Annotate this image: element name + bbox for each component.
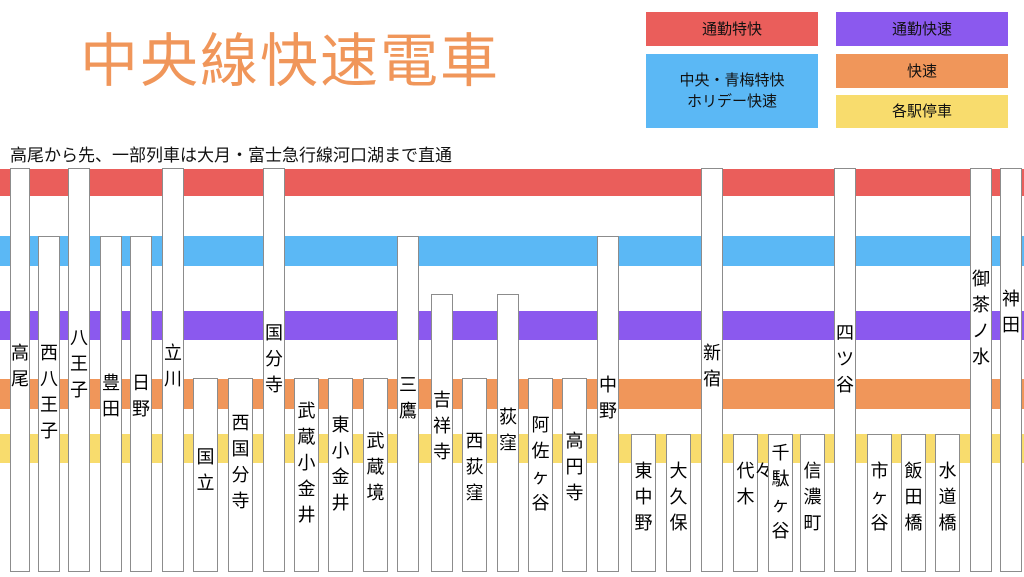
station-21: 大久保 (666, 434, 691, 572)
station-8: 西国分寺 (228, 378, 253, 572)
legend-rapid: 快速 (836, 54, 1008, 88)
legend-commuter-rapid: 通勤快速 (836, 12, 1008, 46)
station-4: 豊田 (100, 236, 122, 572)
station-name: 水道橋 (938, 461, 957, 534)
station-2: 西八王子 (38, 236, 60, 572)
legend-commuter-special-rapid: 通勤特快 (646, 12, 818, 46)
station-name: 阿佐ヶ谷 (531, 415, 550, 514)
station-12: 武蔵境 (363, 378, 388, 572)
station-name: 西荻窪 (465, 431, 484, 504)
station-name: 西八王子 (40, 343, 58, 442)
station-29: 水道橋 (935, 434, 960, 572)
station-31: 神田 (1000, 168, 1022, 572)
station-19: 中野 (597, 236, 619, 572)
station-name: 神田 (1002, 289, 1020, 336)
station-1: 高尾 (10, 168, 30, 572)
station-6: 立川 (162, 168, 184, 572)
station-name: 信濃町 (803, 461, 822, 534)
station-name: 豊田 (102, 373, 120, 420)
station-name: 吉祥寺 (433, 390, 451, 463)
station-23: 代々木 (733, 434, 773, 572)
station-name: 市ヶ谷 (870, 461, 889, 534)
station-3: 八王子 (68, 168, 90, 572)
station-name: 四ツ谷 (836, 323, 854, 396)
station-11: 東小金井 (328, 378, 353, 572)
station-16: 荻窪 (497, 294, 519, 572)
station-17: 阿佐ヶ谷 (528, 378, 553, 572)
station-name: 国立 (196, 447, 215, 494)
station-name: 千駄ヶ谷 (771, 443, 790, 542)
station-name: 東中野 (634, 461, 653, 534)
station-14: 吉祥寺 (431, 294, 453, 572)
station-name: 武蔵小金井 (297, 401, 316, 526)
station-name: 代々木 (736, 461, 773, 508)
station-name: 三鷹 (399, 375, 417, 422)
station-10: 武蔵小金井 (294, 378, 319, 572)
station-name: 東小金井 (331, 415, 350, 514)
station-name: 高円寺 (565, 431, 584, 504)
station-24: 千駄ヶ谷 (768, 434, 793, 572)
station-18: 高円寺 (562, 378, 587, 572)
station-15: 西荻窪 (462, 378, 487, 572)
station-26: 四ツ谷 (834, 168, 856, 572)
station-27: 市ヶ谷 (867, 434, 892, 572)
page-title: 中央線快速電車 (80, 27, 501, 95)
legend-local: 各駅停車 (836, 95, 1008, 128)
station-5: 日野 (130, 236, 152, 572)
station-name: 中野 (599, 375, 617, 422)
station-name: 日野 (132, 373, 150, 420)
station-name: 国分寺 (265, 323, 283, 396)
station-30: 御茶ノ水 (970, 168, 992, 572)
station-20: 東中野 (631, 434, 656, 572)
band-ome-special-rapid (0, 236, 1024, 266)
band-commuter-special-rapid (0, 169, 1024, 196)
station-25: 信濃町 (800, 434, 825, 572)
legend-ome-special-rapid: 中央・青梅特快 ホリデー快速 (646, 54, 818, 128)
station-name: 高尾 (11, 343, 29, 390)
station-name: 武蔵境 (366, 431, 385, 504)
station-name: 立川 (164, 343, 182, 390)
through-service-note: 高尾から先、一部列車は大月・富士急行線河口湖まで直通 (10, 146, 452, 166)
station-28: 飯田橋 (901, 434, 926, 572)
station-name: 新宿 (703, 343, 721, 390)
station-22: 新宿 (701, 168, 723, 572)
station-7: 国立 (193, 378, 218, 572)
station-name: 荻窪 (499, 407, 517, 454)
station-name: 八王子 (70, 328, 88, 401)
station-name: 飯田橋 (904, 461, 923, 534)
station-9: 国分寺 (263, 168, 285, 572)
station-name: 大久保 (669, 461, 688, 534)
station-name: 西国分寺 (231, 413, 250, 512)
station-13: 三鷹 (397, 236, 419, 572)
station-name: 御茶ノ水 (972, 269, 990, 368)
